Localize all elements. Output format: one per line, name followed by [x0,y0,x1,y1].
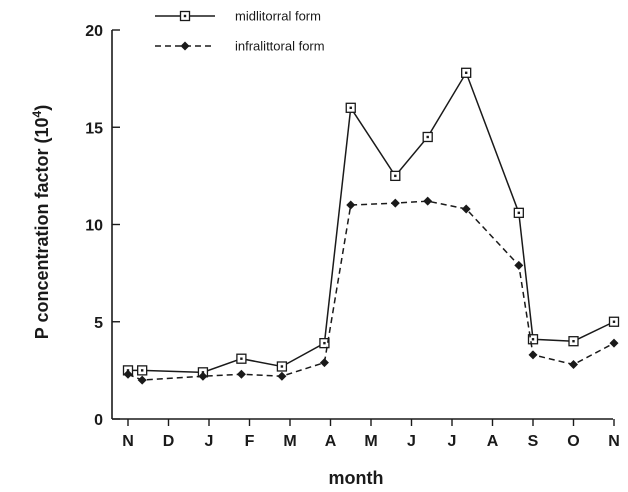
y-axis-title-main: P concentration factor (10 [32,117,52,339]
series-1-point-9 [461,204,471,214]
axes: 0 5 10 15 20 N D J F M A M J J A S O N [85,23,620,450]
y-tick-label-20: 20 [85,23,103,40]
legend-label-1: infralittoral form [235,39,325,54]
series-1-point-3 [236,369,246,379]
y-axis-title-suffix: ) [32,105,52,111]
series-1-point-13 [609,338,619,348]
series-0-point-4 [276,361,288,372]
series-0-point-7 [390,170,401,182]
series-0-point-6 [345,102,356,113]
x-tick-label-0: N [122,433,134,450]
legend: midlitorral form infralittoral form [155,9,325,54]
series-1-point-12 [569,360,578,370]
series-0-point-13 [608,316,620,327]
x-tick-label-8: J [448,433,457,450]
series-0-point-12 [568,336,579,347]
x-tick-label-3: F [245,433,255,450]
y-tick-label-0: 0 [94,412,103,429]
x-tick-label-11: O [567,433,579,450]
y-tick-label-5: 5 [94,315,103,332]
series-line-0 [128,71,615,374]
series-0-point-3 [236,353,247,364]
x-tick-label-10: S [528,433,539,450]
x-tick-label-12: N [608,433,620,450]
series-1-point-2 [198,371,208,381]
series-1-point-11 [528,350,538,360]
y-axis-title: P concentration factor (104) [30,105,52,339]
y-tick-label-15: 15 [85,120,103,137]
series-0-point-10 [513,207,524,218]
x-tick-label-5: A [325,433,337,450]
legend-marker-0 [179,10,191,22]
plot-area [122,67,620,385]
series-1-point-1 [137,375,147,385]
series-1-point-5 [319,358,329,368]
series-0-point-11 [527,334,539,345]
legend-marker-1 [180,41,190,51]
series-1-point-6 [346,200,356,210]
series-1-point-0 [123,369,133,379]
x-axis-title: month [329,468,384,488]
series-0-point-1 [137,365,148,376]
y-axis-title-superscript: 4 [30,110,44,117]
series-0-point-5 [319,337,330,349]
series-0-point-9 [461,67,472,78]
series-1-point-4 [277,371,287,381]
series-1-point-7 [390,198,400,208]
legend-label-0: midlitorral form [235,9,321,24]
series-1-point-10 [514,260,524,270]
x-tick-label-7: J [407,433,416,450]
series-0-point-8 [422,131,433,143]
x-tick-label-9: A [487,433,499,450]
series-1-point-8 [423,196,433,206]
x-tick-label-4: M [283,433,296,450]
x-tick-label-2: J [205,433,214,450]
x-tick-label-1: D [163,433,175,450]
series-line-1 [127,200,615,381]
y-tick-label-10: 10 [85,218,103,235]
x-tick-label-6: M [364,433,377,450]
